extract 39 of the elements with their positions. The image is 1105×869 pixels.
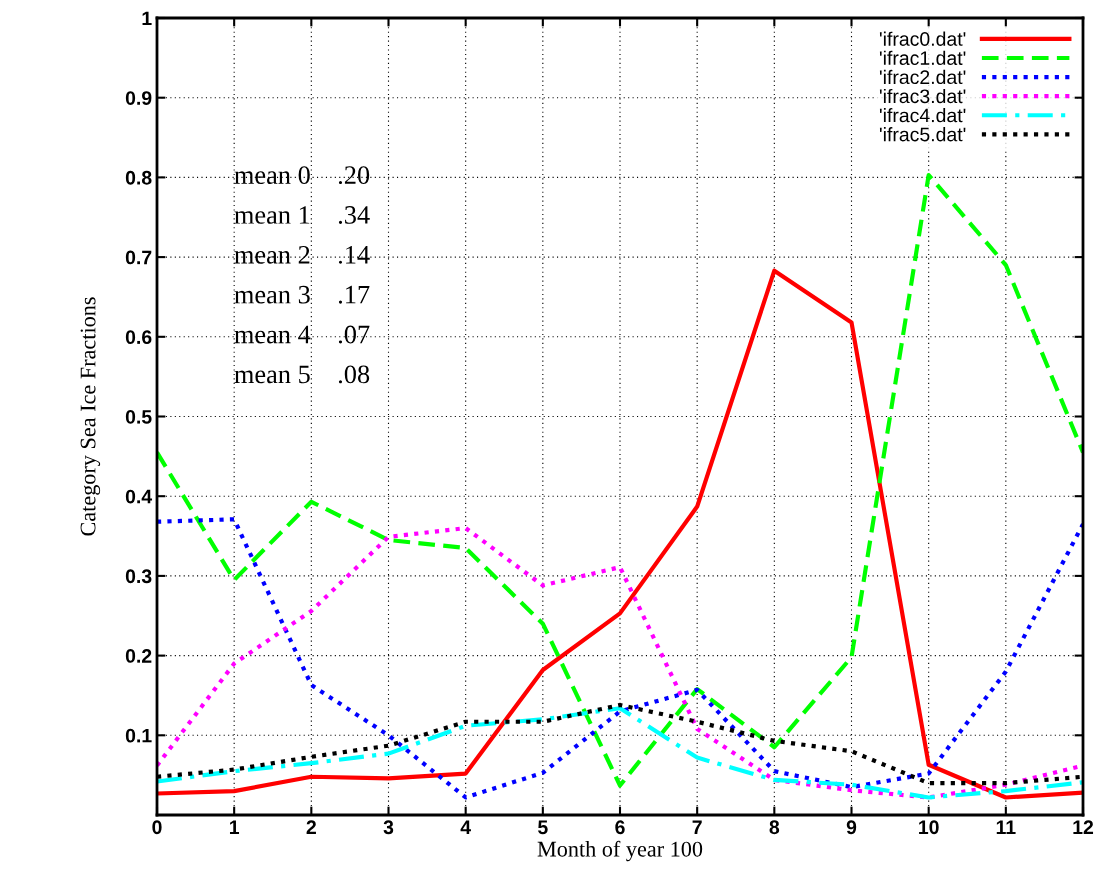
- x-tick-label: 4: [460, 820, 471, 834]
- y-tick-label: 1: [142, 11, 152, 26]
- legend-label: 'ifrac0.dat': [879, 31, 966, 46]
- y-tick-label: 0.5: [125, 409, 152, 424]
- annotation: mean 1 .34: [234, 206, 370, 224]
- annotation: mean 5 .08: [234, 365, 370, 384]
- annotation: mean 3 .17: [234, 285, 370, 304]
- x-tick-label: 10: [919, 820, 939, 835]
- x-tick-label: 3: [383, 820, 394, 835]
- line-series: [157, 706, 1083, 800]
- y-tick-label: 0.9: [125, 91, 152, 105]
- y-tick-label: 0.6: [125, 330, 152, 345]
- x-axis-title: Month of year 100: [537, 840, 703, 862]
- y-tick-label: 0.2: [125, 649, 152, 663]
- annotation: mean 4 .07: [234, 325, 370, 344]
- y-tick-label: 0.1: [125, 728, 152, 743]
- x-tick-label: 9: [846, 820, 857, 835]
- legend-label: 'ifrac4.dat': [879, 108, 966, 123]
- y-axis-title: Category Sea Ice Fractions: [80, 297, 101, 536]
- legend-label: 'ifrac3.dat': [879, 88, 966, 104]
- x-tick-label: 11: [996, 820, 1016, 834]
- x-tick-label: 1: [229, 820, 240, 834]
- x-tick-label: 8: [769, 820, 780, 835]
- y-tick-label: 0.7: [125, 250, 152, 265]
- x-tick-label: 2: [306, 820, 316, 834]
- x-tick-label: 7: [692, 820, 702, 834]
- y-tick-label: 0.4: [125, 489, 153, 504]
- legend-label: 'ifrac5.dat': [879, 127, 966, 142]
- x-tick-label: 6: [615, 820, 625, 835]
- annotation: mean 2 .14: [234, 245, 370, 264]
- annotation: mean 0 .20: [234, 166, 370, 185]
- line-series: [157, 268, 1083, 800]
- x-tick-label: 0: [152, 820, 162, 835]
- y-tick-label: 0.3: [125, 569, 152, 584]
- x-tick-label: 5: [538, 820, 548, 835]
- x-tick-label: 12: [1073, 820, 1094, 834]
- y-tick-label: 0.8: [125, 170, 152, 185]
- legend-label: 'ifrac1.dat': [879, 50, 966, 65]
- legend-label: 'ifrac2.dat': [879, 69, 966, 85]
